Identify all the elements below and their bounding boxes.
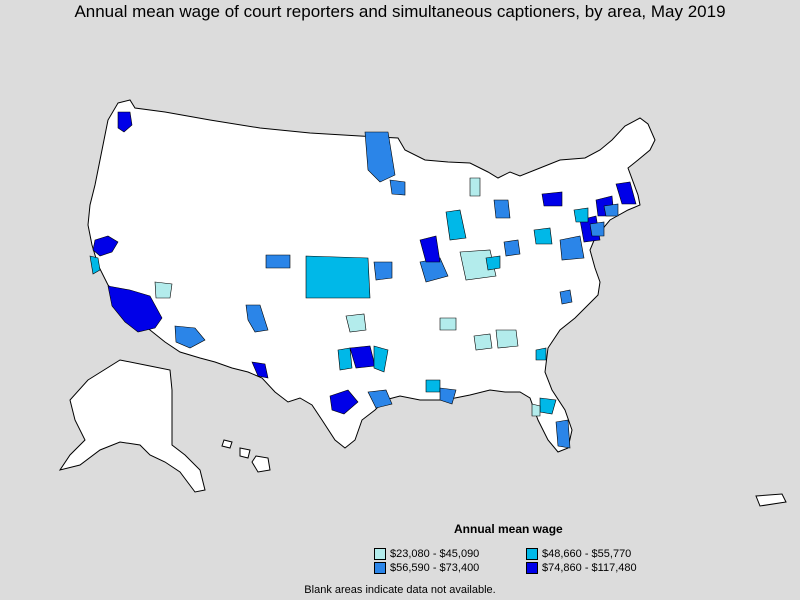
legend-item-3: $56,590 - $73,400	[374, 562, 479, 574]
legend-label-1: $23,080 - $45,090	[390, 548, 480, 560]
legend-item-1: $23,080 - $45,090	[374, 548, 479, 560]
legend-item-2: $48,660 - $55,770	[526, 548, 631, 560]
legend-item-4: $74,860 - $117,480	[526, 562, 637, 574]
legend-title: Annual mean wage	[454, 522, 563, 536]
hawaii	[221, 439, 271, 473]
alaska	[58, 359, 206, 493]
legend-swatch-4	[526, 562, 538, 574]
footnote: Blank areas indicate data not available.	[304, 584, 496, 596]
legend-swatch-2	[526, 548, 538, 560]
legend-label-4: $74,860 - $117,480	[542, 562, 637, 574]
puerto-rico	[755, 493, 787, 507]
contiguous-us	[87, 99, 656, 453]
legend-swatch-1	[374, 548, 386, 560]
legend-label-2: $48,660 - $55,770	[542, 548, 632, 560]
legend-label-3: $56,590 - $73,400	[390, 562, 480, 574]
wage-areas	[89, 111, 637, 449]
legend-swatch-3	[374, 562, 386, 574]
map-title: Annual mean wage of court reporters and …	[74, 2, 726, 21]
